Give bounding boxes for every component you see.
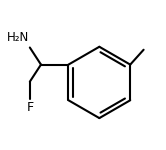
Text: F: F [26,101,33,114]
Text: H₂N: H₂N [7,31,29,44]
